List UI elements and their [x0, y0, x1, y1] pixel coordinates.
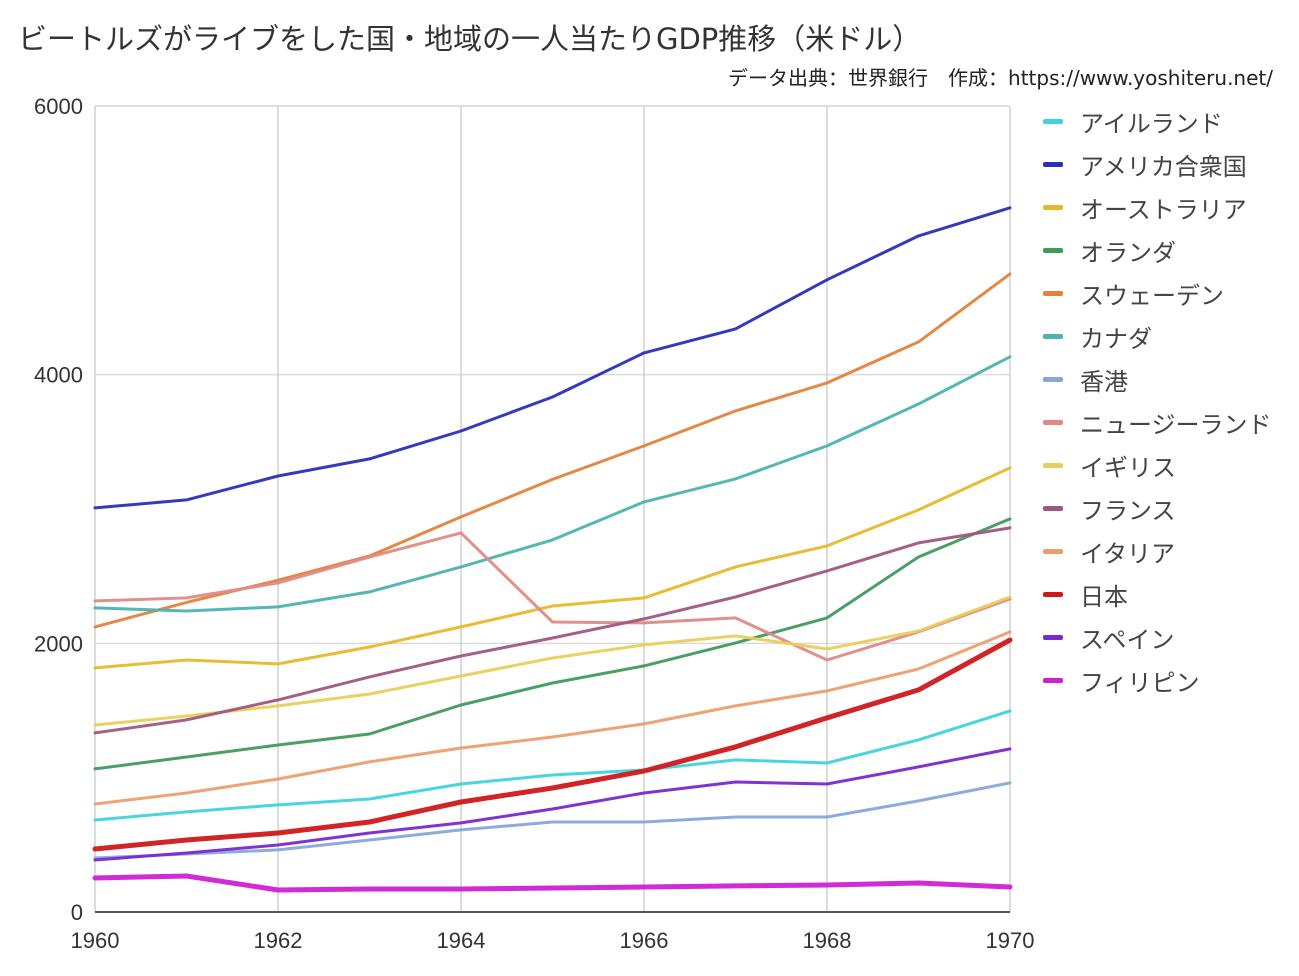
legend-item: ニュージーランド [1043, 401, 1293, 444]
legend-swatch-icon [1043, 291, 1063, 296]
legend-swatch-icon [1043, 678, 1063, 683]
legend-label: スペイン [1080, 626, 1175, 654]
legend-swatch-icon [1043, 162, 1063, 167]
gridlines [94, 105, 1011, 912]
y-tick-label: 2000 [34, 631, 83, 656]
legend-item: フィリピン [1043, 659, 1293, 702]
series-8 [93, 595, 1012, 727]
series-13 [92, 873, 1013, 893]
x-tick-label: 1966 [620, 928, 669, 953]
legend-label: フィリピン [1080, 669, 1200, 697]
legend-label: イギリス [1080, 454, 1176, 482]
series-line [93, 781, 1012, 860]
series-12 [93, 747, 1012, 862]
series-line [93, 272, 1012, 629]
legend-label: カナダ [1080, 325, 1152, 353]
legend-item: スウェーデン [1043, 272, 1293, 315]
series-3 [93, 517, 1012, 771]
legend-swatch-icon [1043, 205, 1063, 210]
legend-label: アイルランド [1080, 110, 1223, 138]
legend-item: イタリア [1043, 530, 1293, 573]
legend-item: フランス [1043, 487, 1293, 530]
x-axis-ticks: 1960 1962 1964 1966 1968 1970 [71, 928, 1035, 953]
series-9 [93, 526, 1012, 735]
x-tick-label: 1962 [254, 928, 303, 953]
legend: アイルランド アメリカ合衆国 オーストラリア オランダスウェーデン カナダ香港ニュージー… [1043, 100, 1293, 702]
legend-label: 日本 [1080, 583, 1128, 611]
y-tick-label: 6000 [34, 94, 83, 119]
legend-item: スペイン [1043, 616, 1293, 659]
legend-label: ニュージーランド [1080, 411, 1272, 439]
legend-swatch-icon [1043, 377, 1063, 382]
legend-swatch-icon [1043, 119, 1063, 124]
legend-swatch-icon [1043, 463, 1063, 468]
series-10 [93, 630, 1012, 806]
legend-item: イギリス [1043, 444, 1293, 487]
legend-swatch-icon [1043, 248, 1063, 253]
legend-label: スウェーデン [1080, 282, 1224, 310]
series-line [93, 206, 1012, 510]
x-tick-label: 1968 [803, 928, 852, 953]
legend-item: 日本 [1043, 573, 1293, 616]
legend-item: 香港 [1043, 358, 1293, 401]
legend-item: オランダ [1043, 229, 1293, 272]
series-line [92, 637, 1013, 852]
y-axis-ticks: 0 2000 4000 6000 [34, 94, 83, 925]
series-5 [93, 355, 1012, 613]
line-chart: 0 2000 4000 6000 1960 1962 1964 1966 1968 1970 [34, 94, 1035, 953]
legend-label: アメリカ合衆国 [1080, 153, 1247, 181]
series-4 [93, 272, 1012, 629]
series-0 [93, 709, 1012, 822]
chart-title: ビートルズがライブをした国・地域の一人当たりGDP推移（米ドル） [18, 22, 922, 56]
legend-label: 香港 [1080, 368, 1128, 396]
legend-item: カナダ [1043, 315, 1293, 358]
series-line [93, 709, 1012, 822]
legend-label: オランダ [1080, 239, 1176, 267]
legend-swatch-icon [1043, 334, 1063, 339]
legend-swatch-icon [1043, 592, 1063, 597]
legend-swatch-icon [1043, 506, 1063, 511]
series-2 [93, 466, 1012, 670]
legend-swatch-icon [1043, 420, 1063, 425]
legend-item: オーストラリア [1043, 186, 1293, 229]
series-line [93, 355, 1012, 613]
legend-item: アイルランド [1043, 100, 1293, 143]
series-11 [92, 637, 1013, 852]
legend-swatch-icon [1043, 635, 1063, 640]
x-tick-label: 1970 [986, 928, 1035, 953]
legend-label: オーストラリア [1080, 196, 1247, 224]
series-1 [93, 206, 1012, 510]
x-tick-label: 1960 [71, 928, 120, 953]
y-tick-label: 0 [71, 900, 83, 925]
y-tick-label: 4000 [34, 363, 83, 388]
series-6 [93, 781, 1012, 860]
series-lines [92, 206, 1013, 893]
legend-swatch-icon [1043, 549, 1063, 554]
chart-source-credit: データ出典：世界銀行 作成：https://www.yoshiteru.net/ [728, 66, 1273, 90]
legend-item: アメリカ合衆国 [1043, 143, 1293, 186]
series-line [93, 747, 1012, 862]
legend-label: フランス [1080, 497, 1176, 525]
legend-label: イタリア [1080, 540, 1176, 568]
x-tick-label: 1964 [437, 928, 486, 953]
